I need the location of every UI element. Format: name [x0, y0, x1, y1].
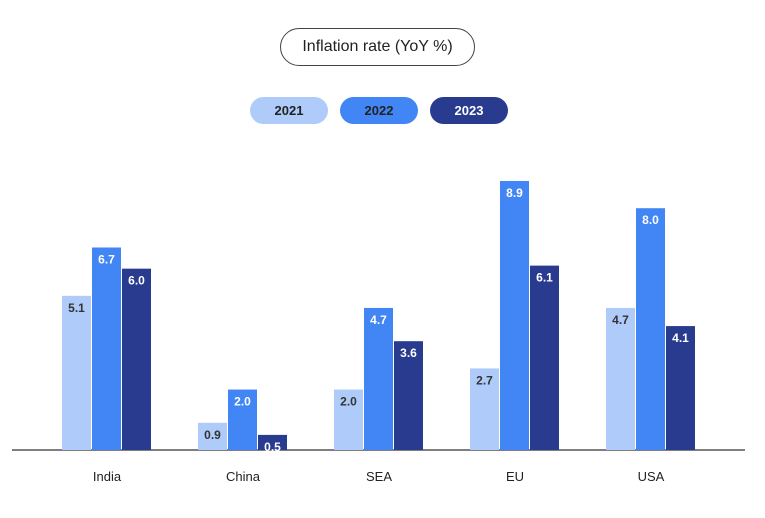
bar-china-2023 — [258, 434, 287, 450]
data-label-china-2023: 0.5 — [264, 440, 281, 454]
data-label-eu-2022: 8.9 — [506, 186, 523, 200]
bar-usa-2023 — [666, 326, 695, 450]
data-label-china-2021: 0.9 — [204, 428, 221, 442]
data-label-eu-2023: 6.1 — [536, 271, 553, 285]
bar-eu-2023 — [530, 265, 559, 450]
bar-eu-2021 — [470, 368, 499, 450]
legend-item-2023: 2023 — [430, 97, 508, 124]
bar-india-2022 — [92, 247, 121, 450]
data-label-usa-2021: 4.7 — [612, 313, 629, 327]
bar-sea-2021 — [334, 389, 363, 450]
bar-usa-2022 — [636, 208, 665, 450]
category-label-usa: USA — [638, 469, 665, 484]
data-label-india-2021: 5.1 — [68, 301, 85, 315]
legend-item-2022: 2022 — [340, 97, 418, 124]
bar-sea-2023 — [394, 341, 423, 450]
category-label-eu: EU — [506, 469, 524, 484]
bar-india-2023 — [122, 268, 151, 450]
data-label-eu-2021: 2.7 — [476, 373, 493, 387]
legend: 2021 2022 2023 — [250, 97, 508, 124]
data-label-india-2022: 6.7 — [98, 252, 115, 266]
data-label-sea-2023: 3.6 — [400, 346, 417, 360]
category-label-sea: SEA — [366, 469, 392, 484]
data-label-sea-2021: 2.0 — [340, 395, 357, 409]
data-label-usa-2022: 8.0 — [642, 213, 659, 227]
bar-china-2022 — [228, 389, 257, 450]
legend-item-2021: 2021 — [250, 97, 328, 124]
chart-title: Inflation rate (YoY %) — [280, 28, 475, 66]
data-label-usa-2023: 4.1 — [672, 331, 689, 345]
bar-india-2021 — [62, 295, 91, 450]
data-label-sea-2022: 4.7 — [370, 313, 387, 327]
data-label-india-2023: 6.0 — [128, 274, 145, 288]
category-label-india: India — [93, 469, 122, 484]
bar-china-2021 — [198, 422, 227, 450]
data-label-china-2022: 2.0 — [234, 395, 251, 409]
category-label-china: China — [226, 469, 261, 484]
bar-sea-2022 — [364, 307, 393, 450]
bar-usa-2021 — [606, 307, 635, 450]
bar-eu-2022 — [500, 181, 529, 450]
